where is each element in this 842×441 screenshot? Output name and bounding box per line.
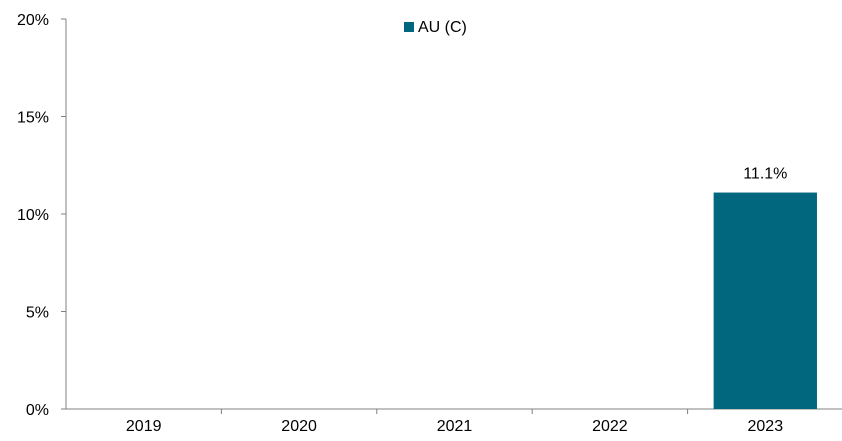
- data-labels-group: 11.1%: [743, 166, 787, 183]
- x-tick-label: 2021: [437, 418, 473, 435]
- y-tick-label: 15%: [17, 110, 49, 127]
- bar-2023: [713, 192, 817, 409]
- x-tick-label: 2019: [126, 418, 162, 435]
- x-tick-label: 2023: [748, 418, 784, 435]
- y-axis-ticks: 0% 5% 10% 15% 20%: [17, 12, 66, 419]
- x-tick-label: 2020: [281, 418, 317, 435]
- x-tick-label: 2022: [592, 418, 628, 435]
- data-label-2023: 11.1%: [743, 166, 787, 183]
- bars-group: [713, 192, 817, 409]
- legend-label: AU (C): [418, 19, 467, 36]
- x-axis-ticks: 2019 2020 2021 2022 2023: [126, 409, 783, 435]
- legend: AU (C): [404, 19, 467, 36]
- legend-swatch: [404, 22, 414, 32]
- y-tick-label: 20%: [17, 12, 49, 29]
- y-tick-label: 5%: [26, 305, 49, 322]
- y-tick-label: 10%: [17, 207, 49, 224]
- y-tick-label: 0%: [26, 402, 49, 419]
